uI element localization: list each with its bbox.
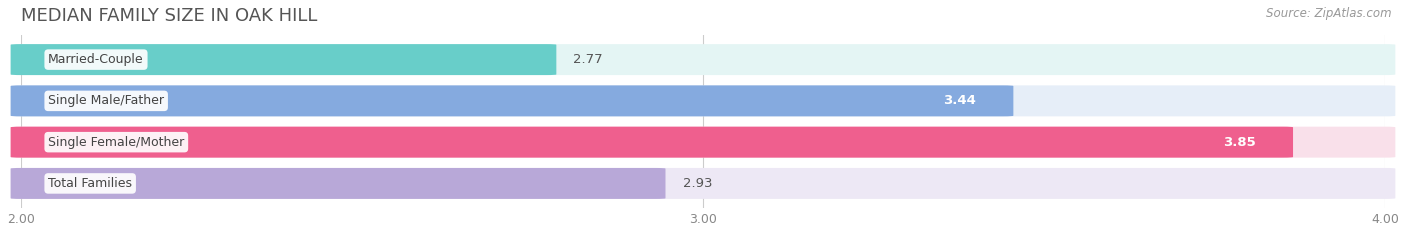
FancyBboxPatch shape [11, 127, 1294, 158]
Text: Married-Couple: Married-Couple [48, 53, 143, 66]
Text: Single Male/Father: Single Male/Father [48, 94, 165, 107]
FancyBboxPatch shape [11, 86, 1014, 116]
FancyBboxPatch shape [11, 127, 1395, 158]
Text: Single Female/Mother: Single Female/Mother [48, 136, 184, 149]
Text: 2.93: 2.93 [682, 177, 711, 190]
Text: MEDIAN FAMILY SIZE IN OAK HILL: MEDIAN FAMILY SIZE IN OAK HILL [21, 7, 318, 25]
Text: Source: ZipAtlas.com: Source: ZipAtlas.com [1267, 7, 1392, 20]
Text: 3.85: 3.85 [1223, 136, 1256, 149]
FancyBboxPatch shape [11, 44, 1395, 75]
FancyBboxPatch shape [11, 86, 1395, 116]
Text: Total Families: Total Families [48, 177, 132, 190]
Text: 2.77: 2.77 [574, 53, 603, 66]
FancyBboxPatch shape [11, 168, 665, 199]
FancyBboxPatch shape [11, 44, 557, 75]
FancyBboxPatch shape [11, 168, 1395, 199]
Text: 3.44: 3.44 [943, 94, 976, 107]
